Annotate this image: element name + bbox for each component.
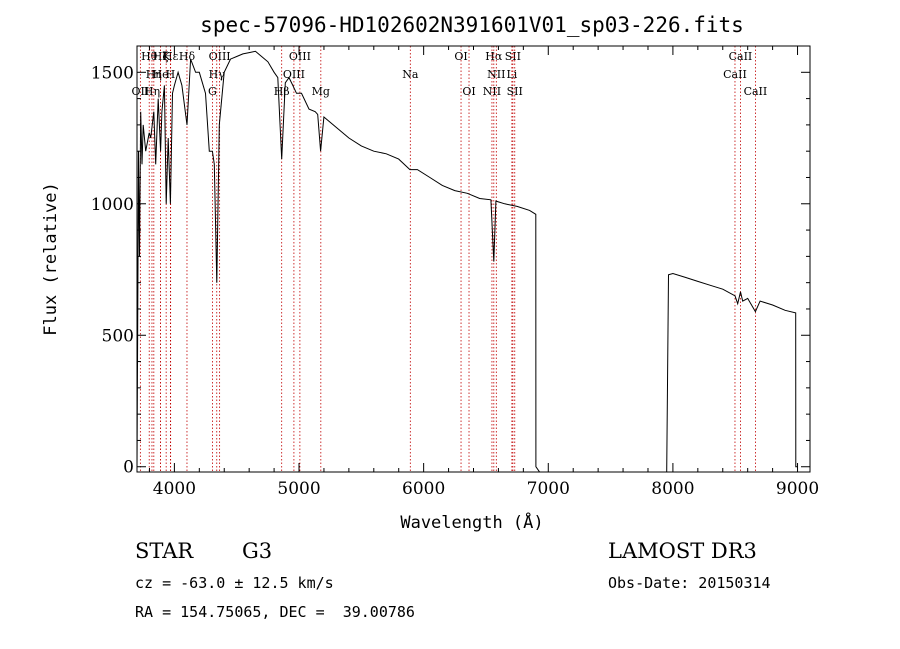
redshift-velocity: cz = -63.0 ± 12.5 km/s [135,574,334,592]
line-label-1: K [162,50,171,63]
line-label-10: CaII [729,50,753,63]
observation-date: Obs-Date: 20150314 [608,574,771,592]
line-label-9: SII [505,50,521,63]
survey-name: LAMOST DR3 [608,539,757,563]
object-type: STAR [135,539,194,563]
x-tick-label-2: 6000 [402,479,445,499]
x-tick-label-0: 4000 [153,479,196,499]
line-label-17: NII [487,68,505,81]
line-label-11: Hη [146,68,162,81]
line-label-23: Hβ [274,85,290,98]
line-label-25: OI [462,85,475,98]
line-label-8: Hα [485,50,503,63]
line-label-27: SII [507,85,523,98]
line-label-15: OIII [283,68,305,81]
line-label-26: NII [483,85,501,98]
subclass: G3 [242,539,273,563]
line-label-16: Na [402,68,419,81]
plot-area [136,50,798,473]
line-label-22: G [208,85,217,98]
y-axis: 0 500 1000 1500 [91,63,810,478]
line-label-13: H [166,68,176,81]
line-label-6: OIII [289,50,311,63]
y-tick-label-2: 1000 [91,195,134,215]
y-tick-label-0: 0 [123,458,134,478]
line-label-24: Mg [312,85,330,98]
x-tick-label-4: 8000 [651,479,694,499]
line-label-14: Hγ [209,68,226,81]
line-label-5: OIII [209,50,231,63]
line-label-4: Hδ [179,50,196,63]
x-tick-label-5: 9000 [776,479,819,499]
x-tick-label-1: 5000 [277,479,320,499]
y-tick-label-1: 500 [102,326,134,346]
x-tick-label-3: 7000 [527,479,570,499]
line-label-7: OI [454,50,467,63]
coordinates: RA = 154.75065, DEC = 39.00786 [135,603,415,621]
line-label-12: He [153,68,169,81]
chart-title: spec-57096-HD102602N391601V01_sp03-226.f… [200,13,744,37]
y-axis-label: Flux (relative) [41,182,61,336]
line-label-20: OII [132,85,150,98]
plot-frame [136,45,811,473]
x-axis: 4000 5000 6000 7000 8000 9000 [148,46,819,499]
line-label-28: CaII [744,85,768,98]
line-label-21: Hη [144,85,160,98]
line-label-18: Li [506,68,517,81]
y-tick-label-3: 1500 [91,63,134,83]
spectrum-line [136,50,798,473]
x-axis-label: Wavelength (Å) [400,511,543,533]
line-label-19: CaII [723,68,747,81]
